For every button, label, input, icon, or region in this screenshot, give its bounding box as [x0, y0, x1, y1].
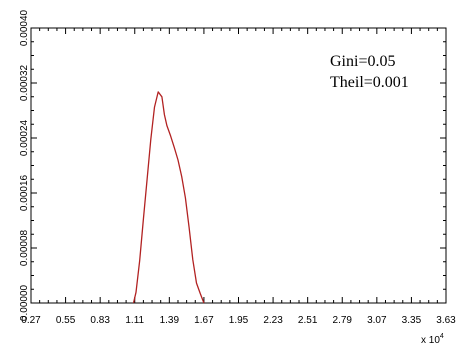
x-tick-label: 0.83	[90, 315, 110, 326]
x-tick-label: 1.67	[194, 315, 214, 326]
x-multiplier-exponent: 4	[440, 333, 444, 340]
data-point	[164, 114, 165, 115]
data-point	[166, 125, 167, 126]
x-tick-label: 3.35	[402, 315, 422, 326]
data-point	[174, 147, 175, 148]
density-curve	[132, 91, 205, 304]
x-tick-label: 3.63	[436, 315, 456, 326]
data-point	[192, 259, 193, 260]
x-tick-label: 1.11	[125, 315, 144, 326]
data-point	[200, 293, 201, 294]
x-tick-label: 2.23	[263, 315, 283, 326]
data-point	[177, 159, 178, 160]
y-tick-label: 0.00016	[19, 174, 30, 211]
x-tick-label: 0.55	[56, 315, 76, 326]
data-point	[154, 106, 155, 107]
gini-annotation: Gini=0.05	[330, 53, 395, 70]
x-tick-label: 1.39	[160, 315, 180, 326]
data-point	[135, 292, 136, 293]
data-point	[133, 302, 134, 303]
y-tick-label: 0.00040	[19, 9, 30, 46]
x-tick-label: 0.27	[21, 315, 41, 326]
data-point	[188, 227, 189, 228]
x-tick-label: 3.07	[367, 315, 387, 326]
x-tick-label: 1.95	[229, 315, 249, 326]
data-point	[139, 260, 140, 261]
data-point	[158, 91, 159, 92]
data-point	[147, 179, 148, 180]
y-tick-label: 0.00024	[19, 119, 30, 156]
data-point	[203, 302, 204, 303]
data-point	[150, 139, 151, 140]
theil-annotation: Theil=0.001	[330, 74, 409, 91]
x-multiplier-base: x 10	[421, 335, 440, 346]
data-point	[185, 197, 186, 198]
data-point	[196, 282, 197, 283]
x-tick-label: 2.51	[298, 315, 318, 326]
x-multiplier-label: x 104	[421, 333, 444, 346]
y-tick-label: 0.00000	[19, 284, 30, 321]
x-tick-label: 2.79	[333, 315, 353, 326]
y-tick-label: 0.00008	[19, 229, 30, 266]
data-point	[181, 176, 182, 177]
data-point	[143, 219, 144, 220]
y-tick-label: 0.00032	[19, 64, 30, 101]
data-point	[161, 96, 162, 97]
data-point	[170, 135, 171, 136]
